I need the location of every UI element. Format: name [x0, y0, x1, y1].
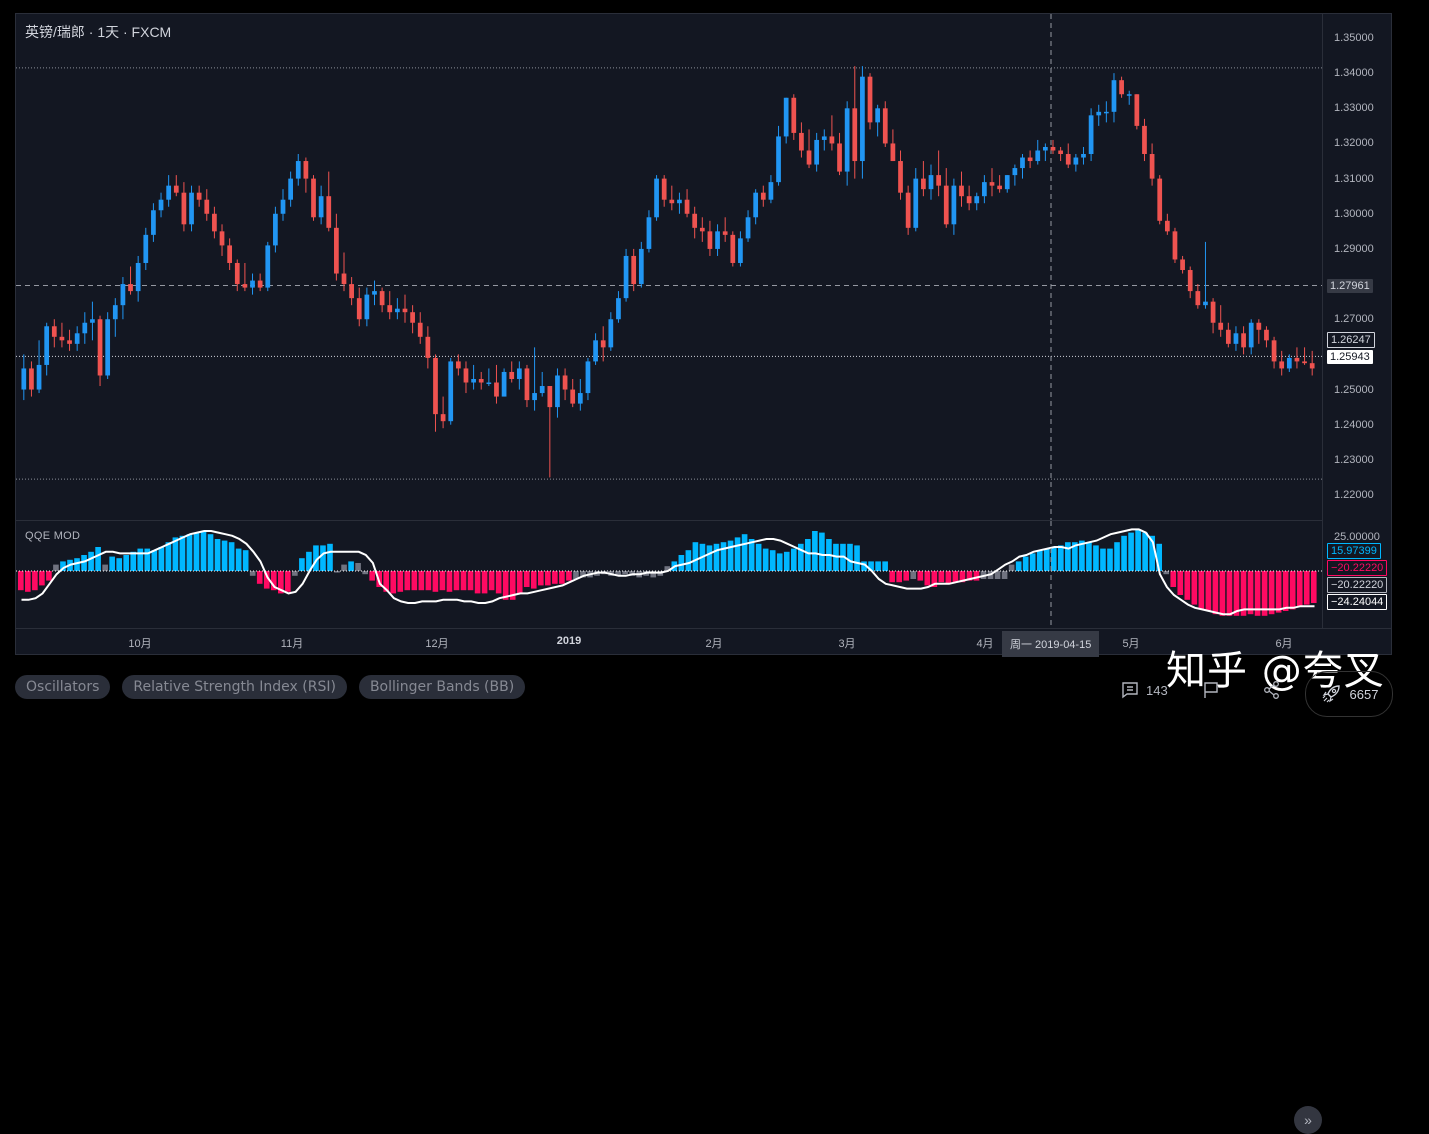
qqe-histogram	[16, 521, 1322, 629]
tag-bollinger-bands[interactable]: Bollinger Bands (BB)	[358, 675, 526, 699]
time-tick: 6月	[1275, 638, 1293, 650]
price-tick: 1.22000	[1334, 489, 1374, 501]
share-button[interactable]	[1262, 680, 1282, 700]
rocket-icon	[1322, 685, 1340, 703]
crosshair-price-label: 1.27961	[1327, 279, 1373, 293]
price-pane[interactable]: 英镑/瑞郎 · 1天 · FXCM	[16, 14, 1322, 520]
price-tick: 1.27000	[1334, 313, 1374, 326]
candlestick-chart	[16, 14, 1322, 520]
boost-button[interactable]: 6657	[1305, 671, 1393, 717]
qqe-line-value-a: −20.22220	[1327, 560, 1388, 576]
comments-count: 143	[1146, 682, 1168, 698]
price-tick: 1.34000	[1334, 67, 1374, 80]
price-tick: 1.24000	[1334, 418, 1374, 431]
tag-oscillators[interactable]: Oscillators	[15, 675, 111, 699]
qqe-top-tick: 25.00000	[1334, 531, 1380, 543]
qqe-trend-value: −24.24044	[1327, 594, 1388, 610]
flag-button[interactable]	[1202, 680, 1220, 700]
indicator-title[interactable]: QQE MOD	[25, 530, 81, 542]
related-tags: Oscillators Relative Strength Index (RSI…	[15, 675, 526, 699]
tag-rsi[interactable]: Relative Strength Index (RSI)	[122, 675, 347, 699]
price-tick: 1.30000	[1334, 207, 1374, 220]
time-axis[interactable]: 10月 11月 12月 2019 2月 3月 4月 5月 6月 周一 2019-04-15	[16, 628, 1392, 657]
comments-button[interactable]: 143	[1120, 680, 1168, 700]
last-price-label: 1.25943	[1327, 350, 1373, 364]
price-tick: 1.29000	[1334, 242, 1374, 255]
qqe-histogram-value: 15.97399	[1327, 543, 1381, 559]
price-tick: 1.23000	[1334, 453, 1374, 466]
scroll-to-realtime-button[interactable]: »	[1294, 1106, 1322, 1134]
time-tick: 12月	[425, 638, 449, 650]
price-axis[interactable]: 1.35000 1.34000 1.33000 1.32000 1.31000 1.300…	[1322, 14, 1393, 628]
flag-icon	[1204, 682, 1218, 698]
time-tick: 10月	[128, 638, 152, 650]
price-tick: 1.35000	[1334, 32, 1374, 44]
chart-frame[interactable]: 英镑/瑞郎 · 1天 · FXCM QQE MOD » 1.35000 1.340…	[15, 13, 1393, 1134]
time-tick: 5月	[1122, 638, 1140, 650]
comment-icon	[1122, 682, 1138, 699]
symbol-legend[interactable]: 英镑/瑞郎 · 1天 · FXCM	[25, 24, 172, 40]
time-tick: 2月	[705, 638, 723, 650]
price-tick: 1.31000	[1334, 172, 1374, 185]
qqe-line-value-b: −20.22220	[1327, 577, 1388, 593]
double-chevron-right-icon: »	[1304, 1112, 1312, 1128]
post-actions: 143	[1120, 680, 1282, 700]
time-tick: 11月	[280, 638, 304, 650]
time-tick: 2019	[556, 635, 582, 647]
crosshair-date-label: 周一 2019-04-15	[1002, 631, 1100, 657]
time-tick: 4月	[976, 638, 994, 650]
time-tick: 3月	[838, 638, 856, 650]
share-icon	[1263, 681, 1279, 699]
price-tick: 1.32000	[1334, 137, 1374, 150]
price-tick: 1.33000	[1334, 102, 1374, 115]
price-tick: 1.25000	[1334, 383, 1374, 396]
qqe-pane[interactable]: QQE MOD »	[16, 520, 1322, 1134]
boost-count: 6657	[1349, 686, 1379, 702]
high-price-label: 1.26247	[1327, 332, 1375, 348]
